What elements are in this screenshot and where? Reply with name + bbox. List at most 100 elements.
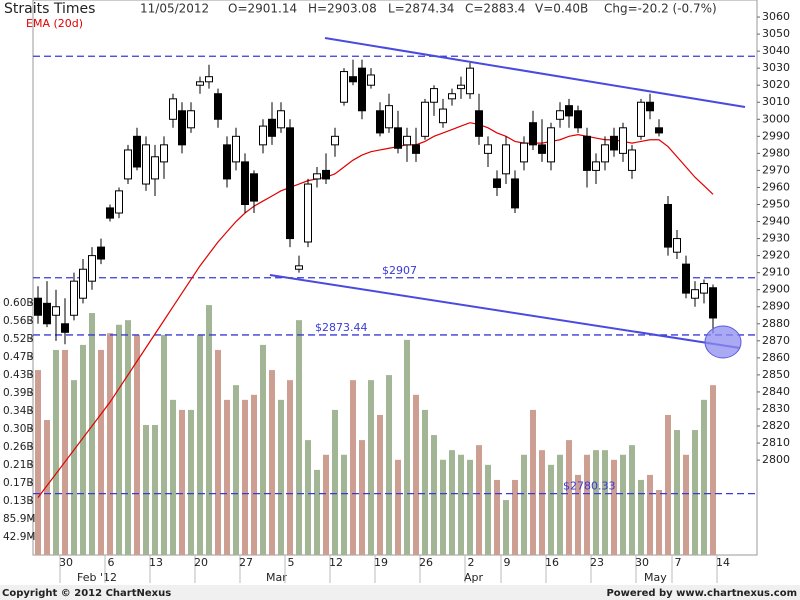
x-tick-label: 14 (716, 556, 730, 569)
candle-body (583, 135, 591, 171)
y-tick-label: 2910 (762, 266, 790, 279)
level-label: $2780.33 (563, 480, 616, 493)
volume-bar (368, 380, 374, 555)
month-label: May (644, 571, 667, 584)
volume-bar (638, 479, 644, 555)
month-label: Feb '12 (77, 571, 117, 584)
y-tick-label: 3010 (762, 95, 790, 108)
volume-bar (233, 385, 239, 555)
volume-bar (485, 464, 491, 555)
volume-bar (287, 380, 293, 555)
candle-body (340, 71, 348, 103)
volume-bar (377, 414, 383, 555)
volume-bar (242, 399, 248, 555)
volume-tick-label: 0.34B (3, 405, 34, 417)
volume-bar (35, 370, 41, 555)
volume-bar (575, 474, 581, 555)
volume-bar (107, 333, 113, 555)
x-tick-label: 16 (545, 556, 559, 569)
y-tick-label: 2930 (762, 232, 790, 245)
candle-body (268, 118, 276, 137)
month-label: Mar (266, 571, 287, 584)
candle-body (169, 98, 177, 120)
candle-body (79, 268, 87, 299)
volume-bar (323, 454, 329, 555)
candle-body (295, 265, 303, 270)
y-tick-label: 3040 (762, 44, 790, 57)
volume-bar (566, 440, 572, 555)
volume-bar (170, 399, 176, 555)
volume-tick-label: 0.13B (3, 495, 34, 507)
volume-bar (314, 469, 320, 555)
volume-bar (404, 339, 410, 555)
candle-body (673, 238, 681, 253)
volume-bar (197, 334, 203, 555)
x-tick-label: 6 (108, 556, 115, 569)
y-tick-label: 2900 (762, 283, 790, 296)
volume-bar (152, 425, 158, 555)
month-label: Apr (464, 571, 484, 584)
x-tick-label: 7 (675, 556, 682, 569)
volume-bar (44, 419, 50, 555)
volume-bar (143, 425, 149, 555)
candle-body (106, 207, 114, 219)
footer-strip (0, 585, 800, 600)
volume-bar (458, 454, 464, 555)
level-label: $2873.44 (315, 321, 368, 334)
candle-body (70, 280, 78, 316)
volume-bar (125, 320, 131, 555)
candle-body (538, 144, 546, 154)
volume-bar (269, 370, 275, 555)
candle-body (367, 74, 375, 86)
header-field: V=0.40B (535, 2, 588, 16)
y-tick-label: 2800 (762, 453, 790, 466)
volume-bar (359, 440, 365, 555)
x-tick-label: 19 (374, 556, 388, 569)
y-tick-label: 2860 (762, 351, 790, 364)
volume-tick-label: 0.17B (3, 477, 34, 489)
volume-tick-label: 0.52B (3, 333, 34, 345)
candle-body (619, 127, 627, 154)
volume-bar (89, 313, 95, 555)
volume-bar (431, 435, 437, 555)
candle-body (313, 173, 321, 180)
volume-bar (224, 399, 230, 555)
volume-bar (98, 349, 104, 555)
candle-body (403, 135, 411, 146)
volume-bar (332, 409, 338, 555)
volume-tick-label: 0.39B (3, 387, 34, 399)
x-tick-label: 13 (149, 556, 163, 569)
volume-tick-label: 0.43B (3, 369, 34, 381)
x-tick-label: 12 (329, 556, 343, 569)
level-label: $2907 (382, 264, 417, 277)
candle-body (61, 323, 69, 333)
candle-body (601, 144, 609, 163)
candle-body (484, 144, 492, 154)
candle-body (637, 101, 645, 137)
y-tick-label: 2840 (762, 385, 790, 398)
y-tick-label: 2850 (762, 368, 790, 381)
x-tick-label: 5 (288, 556, 295, 569)
candle-body (286, 127, 294, 240)
candle-body (385, 105, 393, 129)
volume-bar (629, 445, 635, 555)
ema-legend: EMA (20d) (26, 17, 83, 30)
candle-body (475, 110, 483, 137)
highlight-circle (704, 325, 742, 359)
volume-bar (674, 430, 680, 555)
candle-body (115, 190, 123, 214)
candle-body (88, 255, 96, 282)
header-field: L=2874.34 (388, 2, 454, 16)
y-tick-label: 2990 (762, 129, 790, 142)
volume-bar (179, 409, 185, 555)
volume-bar (710, 385, 716, 555)
volume-bar (341, 454, 347, 555)
volume-bar (215, 349, 221, 555)
candle-body (331, 135, 339, 146)
y-tick-label: 2890 (762, 300, 790, 313)
candle-body (565, 105, 573, 117)
candle-body (493, 178, 501, 188)
candle-body (358, 67, 366, 112)
candle-body (376, 110, 384, 134)
